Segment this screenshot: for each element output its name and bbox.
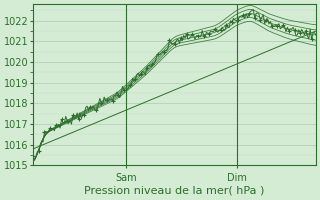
X-axis label: Pression niveau de la mer( hPa ): Pression niveau de la mer( hPa ) bbox=[84, 186, 265, 196]
